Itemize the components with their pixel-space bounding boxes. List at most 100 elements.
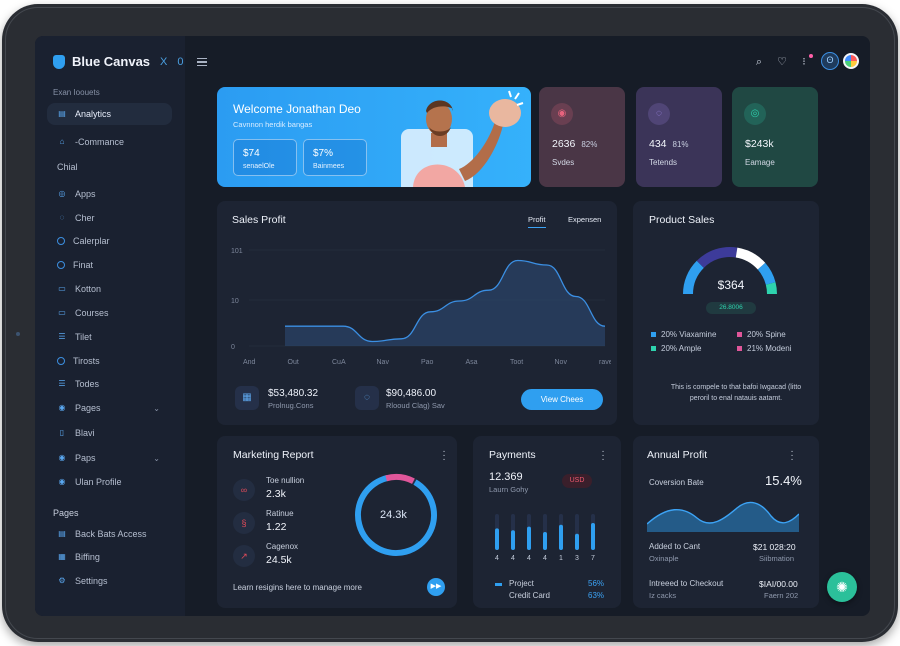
marketing-donut [355, 474, 437, 556]
marketing-row-label: Toe nullion [266, 476, 305, 485]
sidebar-item-label: Calerplar [73, 236, 110, 246]
marketing-report-card [217, 436, 457, 608]
payments-currency-badge: USD [562, 474, 592, 488]
sidebar-item-ulan-profile[interactable]: ◉ Ulan Profile [47, 471, 172, 493]
fast-forward-button[interactable]: ▶▶ [427, 578, 445, 596]
sidebar-item-label: Pages [75, 403, 101, 413]
legend-item: 20% Spine [737, 330, 786, 339]
calendar-icon [57, 237, 65, 245]
expense-stat-icon: ◌ [355, 386, 379, 410]
chevron-down-icon: ⌄ [153, 403, 160, 413]
legend-item: 20% Ample [651, 344, 701, 353]
sidebar-item-finat[interactable]: Finat [47, 254, 172, 276]
sidebar-item-calerplar[interactable]: Calerplar [47, 230, 172, 252]
payments-legend-mark [495, 583, 502, 586]
marketing-row-label: Ratinue [266, 509, 294, 518]
sidebar-item-tilet[interactable]: ☰ Tilet [47, 326, 172, 348]
sidebar-item-kotton[interactable]: ▭ Kotton [47, 278, 172, 300]
annual-profit-more-icon[interactable]: · · · [790, 446, 794, 465]
tab-profit[interactable]: Profit [528, 215, 546, 228]
sales-line [285, 259, 606, 343]
x-tick-label: rave [599, 359, 611, 366]
sidebar-item-settings[interactable]: ⚙ Settings [47, 570, 172, 592]
expense-stat-label: Rlooud Clag) Sav [386, 401, 445, 410]
kanban-icon: ▭ [58, 284, 66, 293]
y-tick-label: 10 [231, 298, 239, 305]
marketing-donut-value: 24.3k [380, 509, 407, 521]
analytics-icon: ▤ [58, 109, 66, 118]
stat-value: 2636 82% [552, 138, 597, 150]
legend-swatch [737, 332, 742, 337]
cart-icon: ⌂ [59, 137, 65, 146]
brand-toggle[interactable]: 0 [177, 55, 184, 68]
user-avatar[interactable]: ʘ [821, 52, 839, 70]
profit-stat-label: Prolnug.Cons [268, 401, 314, 410]
sidebar-section-pages: Pages [53, 508, 79, 518]
stat-number: $243k [745, 138, 774, 150]
stat-badge-icon: ◎ [744, 103, 766, 125]
gauge-segment [735, 247, 766, 270]
app-screen: Blue Canvas X 0 Exan Ioouets ▤ Analytics ⌂… [35, 36, 870, 616]
sidebar-item-label: Chial [57, 162, 78, 172]
payment-bar-label: 4 [527, 555, 531, 562]
added-to-cart-label: Added to Cant [649, 542, 701, 551]
sidebar-item-analytics[interactable]: ▤ Analytics [47, 103, 172, 125]
sales-profit-title: Sales Profit [232, 214, 286, 226]
welcome-stat-box: $7% Bainmees [303, 139, 367, 176]
sidebar-item-todes[interactable]: ☰ Todes [47, 373, 172, 395]
payments-title: Payments [489, 449, 536, 461]
sidebar-item-courses[interactable]: ▭ Courses [47, 302, 172, 324]
sidebar-item-blavi[interactable]: ▯ Blavi [47, 422, 172, 444]
y-tick-label: 101 [231, 248, 243, 255]
stat-card[interactable]: ◉ 2636 82% Svdes [539, 87, 625, 187]
payment-bar-label: 4 [511, 555, 515, 562]
checkout-label: Intreeed to Checkout [649, 579, 724, 588]
ticket-icon: ☰ [58, 332, 66, 341]
sidebar-item-chial[interactable]: Chial [47, 156, 172, 178]
stat-card[interactable]: ◎ $243k Eamage [732, 87, 818, 187]
sidebar-item-apps[interactable]: ◎ Apps [47, 183, 172, 205]
sales-area [285, 260, 605, 346]
payments-more-icon[interactable]: · · · [601, 446, 605, 465]
view-chart-button[interactable]: View Chees [521, 389, 603, 410]
sidebar-item-commance[interactable]: ⌂ -Commance [47, 131, 172, 153]
marketing-more-icon[interactable]: · · · [442, 446, 446, 465]
payment-bar-label: 7 [591, 555, 595, 562]
sidebar-item-pages[interactable]: ◉ Pages ⌄ [47, 397, 172, 419]
sidebar-item-label: Tilet [75, 332, 92, 342]
x-tick-label: Toot [510, 359, 523, 366]
gear-icon: ⚙ [58, 576, 66, 585]
notification-icon[interactable]: ⁝ [802, 56, 806, 68]
payment-bar-label: 4 [543, 555, 547, 562]
sidebar-item-back-bats-access[interactable]: ▤ Back Bats Access [47, 523, 172, 545]
search-icon[interactable]: ⌕ [755, 56, 763, 68]
sidebar-item-label: Blavi [75, 428, 95, 438]
chat-icon: ◌ [59, 213, 65, 222]
payments-row-value: 56% [588, 579, 605, 588]
x-tick-label: And [243, 359, 256, 366]
welcome-stat-box: $74 senaelOle [233, 139, 297, 176]
sales-profit-chart: 0 10 101 And Out CuA Nav Pao Asa Toot Nov rave [231, 248, 611, 366]
app-switcher-icon[interactable] [843, 53, 859, 69]
welcome-stat-label: senaelOle [243, 163, 275, 170]
sidebar-item-cher[interactable]: ◌ Cher [47, 207, 172, 229]
welcome-title: Welcome Jonathan Deo [233, 102, 361, 116]
settings-gear-icon[interactable]: ✺ [827, 572, 857, 602]
brand[interactable]: Blue Canvas X 0 [53, 54, 184, 69]
sidebar-item-label: Back Bats Access [75, 529, 147, 539]
conversion-rate-label: Coversion Bate [649, 478, 704, 487]
checkout-value-sub: Faern 202 [764, 591, 799, 600]
sidebar-item-biffing[interactable]: ▦ Biffing [47, 546, 172, 568]
annual-profit-title: Annual Profit [647, 449, 708, 461]
gauge-segment [757, 262, 776, 286]
tab-expenses[interactable]: Expensen [568, 215, 602, 224]
brand-close-icon[interactable]: X [160, 55, 168, 68]
gauge-segment [683, 260, 705, 295]
stat-card[interactable]: ◌ 434 81% Tetends [636, 87, 722, 187]
heart-icon[interactable]: ♡ [777, 56, 787, 68]
payments-row-label: Credit Card [509, 591, 550, 600]
sidebar-item-tirosts[interactable]: Tirosts [47, 350, 172, 372]
sidebar-item-paps[interactable]: ◉ Paps ⌄ [47, 447, 172, 469]
hamburger-menu-icon[interactable] [197, 58, 207, 66]
payment-bar [511, 530, 515, 550]
